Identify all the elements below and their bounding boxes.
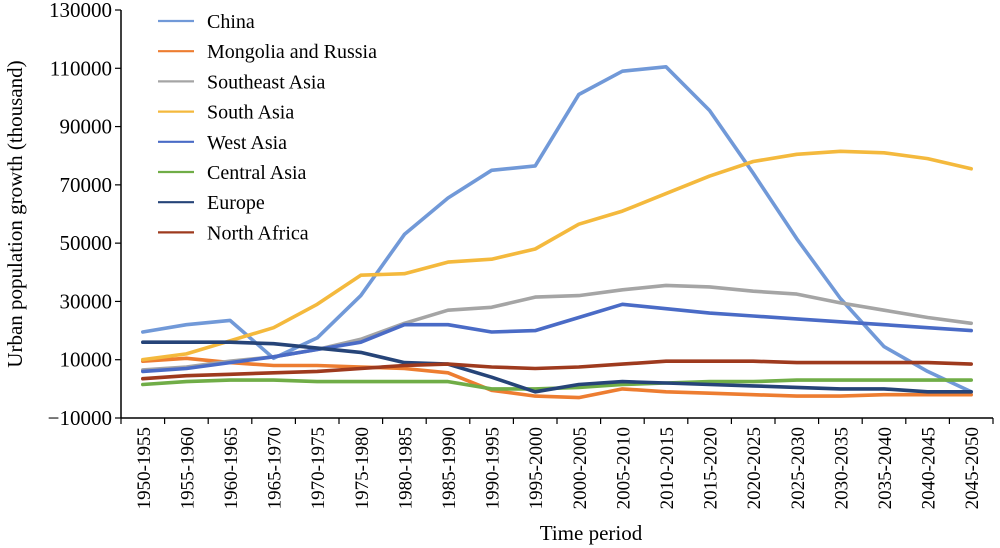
x-axis-ticks: 1950-1955 1955-1960 1960-1965 1965-1970 1970… [120, 418, 994, 509]
legend-label: China [207, 11, 255, 33]
x-tick-label: 1995-2000 [526, 427, 547, 509]
y-tick-label: 130000 [49, 0, 112, 22]
x-tick-label: 2000-2005 [570, 427, 591, 509]
x-tick-label: 2045-2050 [962, 427, 983, 509]
x-tick-label: 2010-2015 [657, 427, 678, 509]
x-tick-label: 2035-2040 [875, 427, 896, 509]
legend-label: Mongolia and Russia [207, 41, 377, 63]
legend-label: Europe [207, 192, 265, 214]
x-tick-label: 2020-2025 [744, 427, 765, 509]
x-tick-label: 1980-1985 [395, 427, 416, 509]
y-axis-title: Urban population growth (thousand) [3, 60, 27, 367]
series-line-europe [141, 340, 974, 394]
series-line-west-asia [141, 302, 974, 374]
legend-label: West Asia [207, 132, 287, 154]
y-axis-ticks: −10000 10000 30000 50000 70000 90000 110000 130… [48, 0, 121, 430]
y-tick-label: 70000 [60, 173, 113, 197]
y-tick-label: 110000 [50, 56, 112, 80]
series-line-mongolia-and-russia [141, 356, 974, 400]
legend-label: North Africa [207, 222, 309, 244]
legend: China Mongolia and Russia Southeast Asia So… [158, 11, 377, 244]
x-tick-label: 1955-1960 [177, 427, 198, 509]
series-line-south-asia [141, 149, 974, 362]
legend-label: Central Asia [207, 162, 307, 184]
legend-label: South Asia [207, 102, 294, 124]
x-axis-title: Time period [540, 521, 643, 545]
series-line-north-africa [141, 359, 974, 381]
x-tick-label: 1950-1955 [134, 427, 155, 509]
y-tick-label: 50000 [60, 231, 113, 255]
plot-area: −10000 10000 30000 50000 70000 90000 110000 130… [48, 0, 994, 509]
y-tick-label: −10000 [48, 406, 112, 430]
x-tick-label: 1975-1980 [352, 427, 373, 509]
y-tick-label: 10000 [60, 348, 113, 372]
x-tick-label: 2015-2020 [701, 427, 722, 509]
x-tick-label: 2005-2010 [613, 427, 634, 509]
y-tick-label: 90000 [60, 115, 113, 139]
x-tick-label: 1985-1990 [439, 427, 460, 509]
x-tick-label: 1990-1995 [483, 427, 504, 509]
legend-label: Southeast Asia [207, 71, 325, 93]
x-tick-label: 2030-2035 [831, 427, 852, 509]
x-tick-label: 2040-2045 [919, 427, 940, 509]
x-tick-label: 1960-1965 [221, 427, 242, 509]
series-lines [141, 65, 974, 400]
y-tick-label: 30000 [60, 289, 113, 313]
x-tick-label: 1965-1970 [265, 427, 286, 509]
x-tick-label: 1970-1975 [308, 427, 329, 509]
x-tick-label: 2025-2030 [788, 427, 809, 509]
